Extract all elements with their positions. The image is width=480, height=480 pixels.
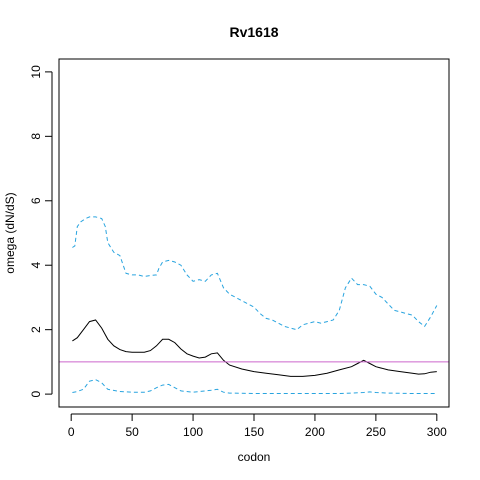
y-tick-label: 0	[29, 390, 43, 397]
y-tick-label: 2	[29, 326, 43, 333]
x-tick-label: 250	[366, 425, 386, 439]
chart-title: Rv1618	[229, 24, 278, 40]
y-axis: 0 2 4 6 8 10	[29, 65, 53, 397]
y-tick-label: 4	[29, 262, 43, 269]
series-line-2	[72, 216, 438, 331]
x-tick-label: 100	[183, 425, 203, 439]
y-tick-label: 6	[29, 197, 43, 204]
x-tick-label: 300	[427, 425, 447, 439]
plot-area	[59, 216, 449, 394]
x-tick-label: 0	[68, 425, 75, 439]
y-axis-label: omega (dN/dS)	[3, 192, 17, 273]
plot-frame	[58, 58, 450, 408]
x-tick-label: 50	[125, 425, 139, 439]
series-line-3	[72, 379, 437, 394]
series-line-1	[72, 319, 437, 377]
x-tick-label: 200	[305, 425, 325, 439]
y-tick-label: 10	[29, 65, 43, 79]
y-tick-label: 8	[29, 133, 43, 140]
x-axis-label: codon	[238, 450, 271, 464]
x-tick-label: 150	[244, 425, 264, 439]
x-axis: 0 50 100 150 200 250 300	[68, 413, 447, 439]
